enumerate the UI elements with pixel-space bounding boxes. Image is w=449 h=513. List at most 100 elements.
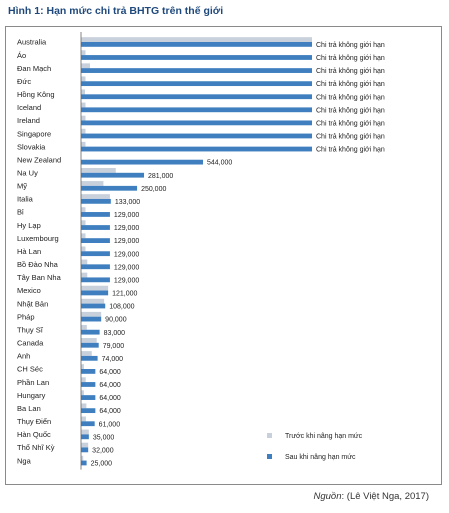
- bar-after: [81, 146, 312, 152]
- bar-after: [81, 68, 312, 73]
- bar-before: [81, 390, 84, 396]
- bar-after: [81, 329, 100, 335]
- bar-after: [81, 172, 145, 178]
- bar-after: [81, 198, 111, 204]
- bar-before: [81, 76, 86, 82]
- data-label: Chi trả không giới hạn: [316, 120, 385, 127]
- bar-before: [81, 259, 88, 265]
- data-label: 250,000: [141, 186, 166, 193]
- category-label: Canada: [17, 339, 44, 348]
- bar-before: [81, 298, 105, 304]
- bar-after: [81, 42, 312, 47]
- bar-before: [81, 128, 86, 134]
- bar-after: [81, 55, 312, 60]
- category-label: Hàn Quốc: [17, 430, 51, 439]
- bar-after: [81, 225, 110, 230]
- data-label: Chi trả không giới hạn: [316, 42, 385, 49]
- bar-before: [81, 50, 86, 56]
- legend-entry: Trước khi nâng hạn mức: [285, 433, 363, 440]
- bar-after: [81, 342, 99, 348]
- category-label: Hungary: [17, 391, 46, 400]
- category-label: Nga: [17, 456, 32, 465]
- bar-after: [81, 238, 110, 243]
- category-label: Australia: [17, 38, 47, 47]
- category-label: Thụy Sĩ: [17, 325, 44, 334]
- bar-before: [81, 115, 86, 121]
- bar-after: [81, 460, 87, 466]
- bar-before: [81, 351, 92, 356]
- bar-after: [81, 434, 89, 440]
- category-label: Thụy Điển: [17, 417, 51, 426]
- category-label: CH Séc: [17, 365, 43, 374]
- bar-after: [81, 212, 110, 217]
- source-text: : (Lê Việt Nga, 2017): [341, 491, 430, 502]
- data-label: Chi trả không giới hạn: [316, 68, 385, 75]
- bar-after: [81, 107, 312, 113]
- category-label: Pháp: [17, 312, 35, 321]
- data-label: 108,000: [109, 304, 134, 311]
- data-label: 64,000: [99, 382, 121, 389]
- data-label: Chi trả không giới hạn: [316, 81, 385, 88]
- bar-before: [81, 442, 89, 448]
- data-label: 129,000: [114, 238, 139, 245]
- category-label: Ireland: [17, 116, 40, 125]
- chart-frame: [5, 26, 442, 485]
- data-label: 129,000: [114, 264, 139, 271]
- bar-before: [81, 207, 86, 213]
- bar-before: [81, 141, 86, 147]
- bar-after: [81, 264, 110, 270]
- data-label: 64,000: [99, 395, 121, 402]
- category-label: Bỉ: [17, 208, 24, 217]
- bar-before: [81, 285, 109, 291]
- category-label: Hy Lạp: [17, 221, 41, 230]
- category-label: Nhật Bản: [17, 299, 48, 308]
- source-note: Nguồn: (Lê Việt Nga, 2017): [314, 491, 430, 502]
- legend-entry: Sau khi nâng hạn mức: [285, 454, 356, 461]
- category-label: Bồ Đào Nha: [17, 260, 59, 269]
- bar-before: [81, 455, 84, 461]
- data-label: 281,000: [148, 173, 173, 180]
- figure-title: Hình 1: Hạn mức chi trả BHTG trên thế gi…: [8, 5, 224, 17]
- data-label: 83,000: [104, 330, 126, 337]
- bar-after: [81, 421, 95, 427]
- bar-after: [81, 395, 96, 400]
- bar-after: [81, 290, 109, 296]
- category-label: Luxembourg: [17, 234, 59, 243]
- category-label: Thổ Nhĩ Kỳ: [17, 443, 55, 452]
- bar-before: [81, 181, 104, 186]
- data-label: Chi trả không giới hạn: [316, 55, 385, 62]
- legend-swatch: [267, 433, 272, 438]
- bar-after: [81, 133, 312, 139]
- data-label: 32,000: [92, 447, 114, 454]
- data-label: 129,000: [114, 277, 139, 284]
- category-label: Italia: [17, 195, 34, 204]
- data-label: 129,000: [114, 212, 139, 219]
- category-label: Đan Mạch: [17, 64, 51, 73]
- data-label: 544,000: [207, 160, 232, 167]
- data-label: 121,000: [112, 291, 137, 298]
- data-label: 133,000: [115, 199, 140, 206]
- bar-before: [81, 338, 97, 343]
- bar-before: [81, 194, 110, 199]
- bar-after: [81, 120, 312, 126]
- bar-after: [81, 447, 89, 453]
- bar-before: [81, 246, 86, 252]
- bar-after: [81, 316, 102, 322]
- bar-before: [81, 102, 86, 108]
- category-label: Slovakia: [17, 142, 46, 151]
- bar-after: [81, 382, 96, 387]
- data-label: Chi trả không giới hạn: [316, 134, 385, 141]
- category-label: Hồng Kông: [17, 90, 55, 99]
- category-label: Áo: [17, 51, 26, 60]
- data-label: Chi trả không giới hạn: [316, 147, 385, 154]
- bar-after: [81, 277, 110, 283]
- bar-before: [81, 364, 84, 369]
- bar-before: [81, 37, 312, 42]
- data-label: Chi trả không giới hạn: [316, 94, 385, 101]
- category-label: Đức: [17, 77, 31, 86]
- data-label: 79,000: [103, 343, 125, 350]
- category-label: Hà Lan: [17, 247, 41, 256]
- bar-after: [81, 369, 96, 374]
- category-label: Phần Lan: [17, 378, 49, 387]
- bar-after: [81, 408, 96, 414]
